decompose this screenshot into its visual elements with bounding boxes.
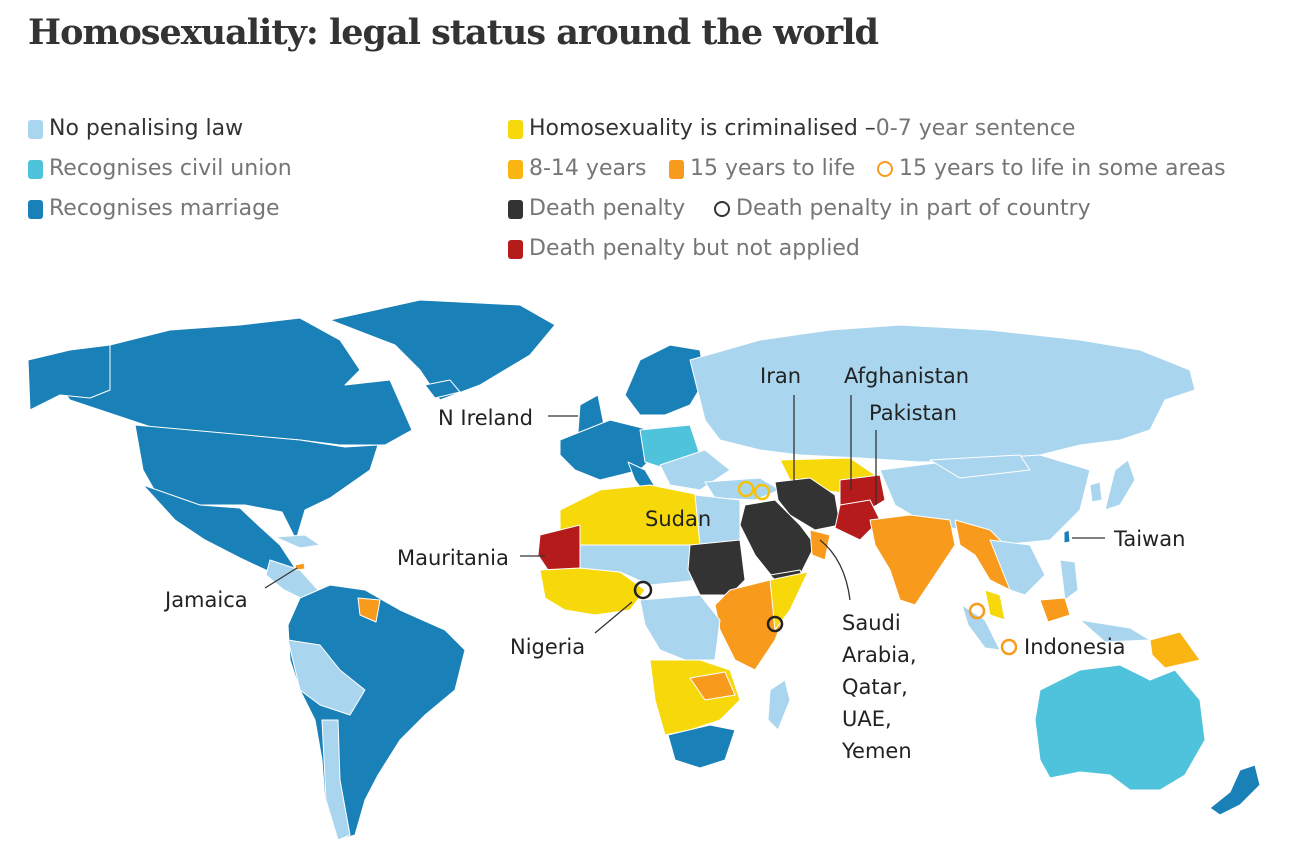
label-saudi-line-5: Yemen	[841, 739, 912, 763]
label-sudan: Sudan	[645, 507, 711, 531]
legend-death-penalty-part: Death penalty in part of country	[714, 196, 1091, 222]
ring-some-areas-3	[968, 602, 986, 620]
region-korea	[1089, 481, 1103, 503]
legend-marriage: Recognises marriage	[28, 196, 280, 222]
region-madagascar	[767, 679, 791, 731]
region-chile	[321, 719, 351, 841]
label-saudi-line-3: Qatar,	[842, 675, 908, 699]
legend-label: No penalising law	[49, 116, 244, 141]
swatch-death-penalty	[508, 199, 523, 219]
ring-death-penalty-part	[714, 201, 730, 217]
region-s-central-africa	[649, 659, 741, 736]
region-philippines	[1059, 559, 1079, 601]
legend-label: 15 years to life	[690, 156, 856, 181]
region-south-america	[287, 584, 466, 841]
label-saudi-line-2: Arabia,	[842, 643, 917, 667]
region-mauritania	[537, 524, 581, 571]
legend-death-not-applied: Death penalty but not applied	[508, 236, 860, 262]
legend-label-sentence: 0-7 year sentence	[875, 116, 1076, 141]
legend-label: Death penalty in part of country	[736, 196, 1091, 221]
legend-label: Recognises marriage	[49, 196, 280, 221]
ring-death-part-2	[766, 615, 784, 633]
swatch-criminalised	[508, 119, 523, 139]
region-sudan	[687, 539, 746, 596]
region-c-africa	[639, 594, 721, 661]
region-south-africa	[667, 724, 736, 769]
legend-label: 8-14 years	[529, 156, 647, 181]
region-scandinavia	[624, 344, 706, 416]
ring-some-areas-2	[753, 483, 771, 501]
region-indochina	[989, 539, 1046, 596]
ring-some-areas-4	[1000, 638, 1018, 656]
label-saudi-line-4: UAE,	[842, 707, 892, 731]
leader-saudi-group	[819, 539, 851, 601]
legend-label: Recognises civil union	[49, 156, 292, 181]
region-zambia	[689, 671, 736, 701]
region-papua	[1149, 631, 1201, 669]
legend-death-penalty: Death penalty	[508, 196, 685, 222]
swatch-15-years-to-life	[669, 159, 684, 179]
label-n-ireland: N Ireland	[438, 406, 533, 430]
ring-some-areas-1	[737, 480, 755, 498]
region-somalia	[769, 571, 809, 631]
label-taiwan: Taiwan	[1113, 527, 1185, 551]
legend-no-penalising-law: No penalising law	[28, 116, 243, 142]
legend-criminalised: Homosexuality is criminalised – 0-7 year…	[508, 116, 1075, 142]
region-japan	[1104, 459, 1136, 511]
region-iceland	[424, 379, 461, 399]
legend-label: Death penalty but not applied	[529, 236, 860, 261]
ring-death-part-1	[633, 580, 653, 600]
world-map: Iran Afghanistan Pakistan N Ireland Suda…	[27, 299, 1261, 841]
region-oman	[809, 529, 831, 561]
leader-jamaica	[264, 567, 298, 589]
swatch-death-not-applied	[508, 239, 523, 259]
region-new-zealand	[1209, 764, 1261, 816]
ring-15-years-some-areas	[877, 161, 893, 177]
region-russia	[689, 324, 1196, 463]
label-mauritania: Mauritania	[397, 546, 509, 570]
leader-nigeria	[594, 601, 633, 634]
region-peru-bolivia	[287, 639, 366, 716]
region-mongolia	[929, 454, 1031, 479]
label-jamaica: Jamaica	[163, 588, 248, 612]
label-nigeria: Nigeria	[510, 635, 585, 659]
region-taiwan	[1063, 529, 1071, 544]
region-iran	[774, 477, 841, 531]
swatch-no-penalising-law	[28, 119, 43, 139]
label-afghanistan: Afghanistan	[844, 364, 969, 388]
region-pakistan	[834, 499, 881, 541]
label-pakistan: Pakistan	[869, 401, 957, 425]
legend-15-years-to-life: 15 years to life	[669, 156, 855, 182]
region-alaska	[27, 344, 111, 411]
region-cuba	[274, 534, 321, 549]
region-australia	[1034, 664, 1206, 791]
legend-15-years-some-areas: 15 years to life in some areas	[877, 156, 1226, 182]
map-title: Homosexuality: legal status around the w…	[28, 12, 879, 53]
region-e-europe	[659, 449, 731, 491]
region-greenland	[329, 299, 556, 401]
region-borneo	[1039, 597, 1071, 623]
legend-civil-union: Recognises civil union	[28, 156, 292, 182]
swatch-civil-union	[28, 159, 43, 179]
legend-8-14-years: 8-14 years	[508, 156, 646, 182]
swatch-8-14-years	[508, 159, 523, 179]
region-india	[869, 514, 956, 606]
legend-label: Death penalty	[529, 196, 686, 221]
label-indonesia: Indonesia	[1024, 635, 1126, 659]
legend-label: 15 years to life in some areas	[899, 156, 1226, 181]
region-malaysia	[984, 589, 1006, 621]
label-saudi-line-1: Saudi	[842, 611, 901, 635]
region-guyana	[357, 597, 381, 623]
label-iran: Iran	[760, 364, 801, 388]
legend-label: Homosexuality is criminalised –	[529, 116, 876, 141]
swatch-marriage	[28, 199, 43, 219]
